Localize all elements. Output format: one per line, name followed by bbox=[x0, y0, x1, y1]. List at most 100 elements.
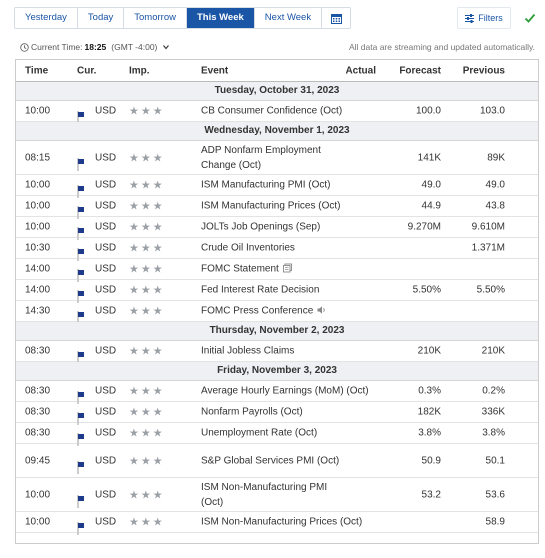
event-previous: 0.2% bbox=[482, 385, 505, 397]
event-currency: USD bbox=[95, 284, 117, 296]
event-row[interactable]: 08:30 USD ★ ★ ★ Unemployment Rate (Oct) 3.8% 3.… bbox=[16, 423, 538, 446]
star-icon: ★ bbox=[140, 200, 151, 213]
star-icon: ★ bbox=[129, 105, 139, 118]
us-flag-icon bbox=[77, 157, 84, 171]
timezone-label: (GMT -4:00) bbox=[111, 42, 158, 52]
event-previous: 53.6 bbox=[485, 489, 505, 500]
event-row[interactable]: 08:30 USD ★ ★ ★ Nonfarm Payrolls (Oct) 182K 336… bbox=[16, 402, 538, 425]
event-name[interactable]: Unemployment Rate (Oct) bbox=[201, 426, 317, 441]
event-name-text: ISM Non-Manufacturing Prices (Oct) bbox=[201, 516, 363, 528]
star-icon: ★ bbox=[140, 345, 151, 358]
star-icon: ★ bbox=[129, 284, 139, 297]
star-icon: ★ bbox=[129, 427, 139, 440]
event-forecast: 210K bbox=[417, 345, 441, 357]
event-forecast: 44.9 bbox=[421, 200, 441, 212]
event-currency: USD bbox=[95, 427, 117, 439]
star-icon: ★ bbox=[129, 200, 139, 213]
event-row[interactable]: 08:30 USD ★ ★ ★ Average Hourly Earnings (MoM)… bbox=[16, 381, 538, 404]
event-row[interactable]: 14:00 USD ★ ★ ★ FOMC Statement bbox=[16, 259, 538, 282]
event-row[interactable]: 09:45 USD ★ ★ ★ S&P Global Services PMI (Oct)… bbox=[16, 444, 538, 478]
current-time-value: 18:25 bbox=[84, 42, 107, 52]
star-icon: ★ bbox=[129, 305, 139, 318]
event-row[interactable]: 08:15 USD ★ ★ ★ ADP Nonfarm Employment Change… bbox=[16, 141, 538, 175]
event-name[interactable]: Crude Oil Inventories bbox=[201, 241, 295, 256]
event-row[interactable]: 08:30 USD ★ ★ ★ Initial Jobless Claims 210K 210… bbox=[16, 341, 538, 364]
calendar-button[interactable] bbox=[322, 8, 351, 28]
tab-yesterday[interactable]: Yesterday bbox=[15, 8, 78, 28]
event-name-text: CB Consumer Confidence (Oct) bbox=[201, 105, 343, 117]
event-currency: USD bbox=[95, 345, 117, 357]
event-row[interactable]: 10:00 USD ★ ★ ★ ISM Non-Manufacturing PMI (Oc… bbox=[16, 478, 538, 512]
tab-next-week[interactable]: Next Week bbox=[254, 8, 323, 28]
star-icon: ★ bbox=[152, 284, 163, 297]
event-row[interactable]: 10:00 USD ★ ★ ★ ISM Manufacturing PMI (Oct) 49… bbox=[16, 175, 538, 198]
us-flag-icon bbox=[77, 351, 84, 364]
us-flag-icon bbox=[77, 433, 84, 446]
event-name[interactable]: Average Hourly Earnings (MoM) (Oct) bbox=[201, 384, 369, 399]
event-currency: USD bbox=[95, 200, 117, 212]
event-time: 10:00 bbox=[25, 489, 51, 500]
importance-rating: ★ ★ ★ bbox=[129, 179, 163, 192]
event-previous: 210K bbox=[481, 345, 505, 357]
star-icon: ★ bbox=[152, 105, 163, 118]
importance-rating: ★ ★ ★ bbox=[129, 221, 163, 234]
event-time: 08:30 bbox=[25, 385, 51, 397]
event-forecast: 53.2 bbox=[421, 489, 441, 500]
event-name[interactable]: ISM Manufacturing PMI (Oct) bbox=[201, 178, 330, 193]
tab-tomorrow[interactable]: Tomorrow bbox=[124, 8, 187, 28]
star-icon: ★ bbox=[140, 385, 151, 398]
star-icon: ★ bbox=[152, 385, 163, 398]
speaker-icon[interactable] bbox=[317, 306, 327, 315]
event-time: 08:30 bbox=[25, 406, 51, 418]
event-name[interactable]: ISM Non-Manufacturing Prices (Oct) bbox=[201, 515, 362, 530]
event-name[interactable]: Nonfarm Payrolls (Oct) bbox=[201, 405, 303, 420]
event-name[interactable]: CB Consumer Confidence (Oct) bbox=[201, 104, 342, 119]
event-row[interactable]: 10:00 USD ★ ★ ★ JOLTs Job Openings (Sep) 9.270… bbox=[16, 217, 538, 240]
star-icon: ★ bbox=[152, 221, 163, 234]
star-icon: ★ bbox=[152, 406, 163, 419]
event-forecast: 3.8% bbox=[418, 427, 441, 439]
event-row[interactable]: 10:30 USD ★ ★ ★ Crude Oil Inventories 1.371M bbox=[16, 238, 538, 261]
event-name[interactable]: Fed Interest Rate Decision bbox=[201, 283, 319, 298]
timezone-selector[interactable]: Current Time: 18:25 (GMT -4:00) bbox=[20, 42, 170, 52]
toolbar: Yesterday Today Tomorrow This Week Next … bbox=[14, 7, 539, 29]
event-time: 14:00 bbox=[25, 284, 51, 296]
event-row[interactable]: 14:00 USD ★ ★ ★ Fed Interest Rate Decision 5.5… bbox=[16, 280, 538, 303]
event-row[interactable]: 14:30 USD ★ ★ ★ FOMC Press Conference bbox=[16, 301, 538, 324]
event-currency: USD bbox=[95, 385, 117, 397]
star-icon: ★ bbox=[129, 179, 139, 192]
tab-this-week[interactable]: This Week bbox=[186, 8, 255, 28]
event-row[interactable]: 10:00 USD ★ ★ ★ ISM Manufacturing Prices (Oct… bbox=[16, 196, 538, 219]
event-name[interactable]: FOMC Press Conference bbox=[201, 304, 327, 319]
filters-button[interactable]: Filters bbox=[457, 7, 511, 29]
tab-today[interactable]: Today bbox=[77, 8, 125, 28]
document-icon[interactable] bbox=[282, 263, 292, 273]
event-time: 10:00 bbox=[25, 516, 51, 528]
event-name[interactable]: FOMC Statement bbox=[201, 262, 292, 277]
event-name[interactable]: ISM Manufacturing Prices (Oct) bbox=[201, 199, 340, 214]
event-name[interactable]: ISM Non-Manufacturing PMI (Oct) bbox=[201, 480, 346, 510]
event-previous: 5.50% bbox=[476, 284, 505, 296]
event-previous: 58.9 bbox=[485, 516, 505, 528]
event-name-text: Nonfarm Payrolls (Oct) bbox=[201, 406, 303, 418]
importance-rating: ★ ★ ★ bbox=[129, 488, 163, 501]
event-forecast: 5.50% bbox=[412, 284, 441, 296]
event-name[interactable]: Initial Jobless Claims bbox=[201, 344, 294, 359]
event-currency: USD bbox=[95, 406, 117, 418]
us-flag-icon bbox=[77, 248, 84, 261]
event-row[interactable]: 10:00 USD ★ ★ ★ ISM Non-Manufacturing Prices … bbox=[16, 512, 538, 535]
event-name-text: Initial Jobless Claims bbox=[201, 345, 295, 357]
importance-rating: ★ ★ ★ bbox=[129, 454, 163, 467]
star-icon: ★ bbox=[140, 179, 151, 192]
date-header-row: Tuesday, October 31, 2023 bbox=[16, 82, 538, 101]
date-header-row: Wednesday, November 1, 2023 bbox=[16, 122, 538, 141]
event-name[interactable]: S&P Global Services PMI (Oct) bbox=[201, 453, 346, 468]
star-icon: ★ bbox=[129, 455, 139, 467]
event-name[interactable]: JOLTs Job Openings (Sep) bbox=[201, 220, 320, 235]
event-time: 08:30 bbox=[25, 427, 51, 439]
header-actual: Actual bbox=[345, 65, 376, 76]
event-name[interactable]: ADP Nonfarm Employment Change (Oct) bbox=[201, 143, 346, 173]
event-row[interactable]: 10:00 USD ★ ★ ★ CB Consumer Confidence (Oct) 1… bbox=[16, 101, 538, 124]
star-icon: ★ bbox=[129, 516, 139, 529]
star-icon: ★ bbox=[129, 345, 139, 358]
